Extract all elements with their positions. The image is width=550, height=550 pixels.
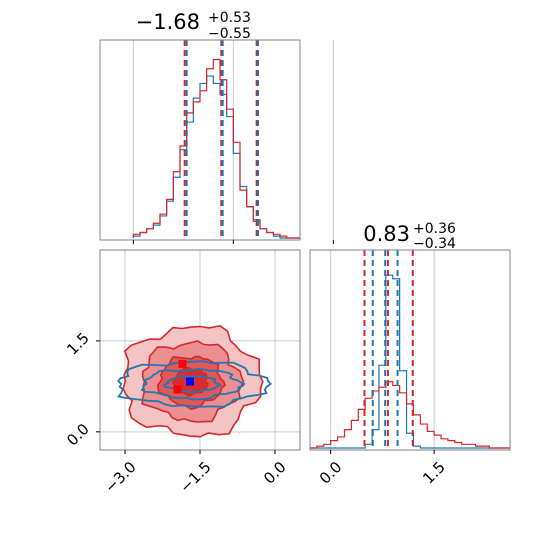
blue-contour-level-2	[162, 375, 223, 394]
bottom-right-histogram-panel: 0.0 1.5	[309, 249, 511, 488]
right-hist-series-0	[310, 274, 510, 449]
bottom-left-contour-panel: −3.0 −1.5 0.0 0.0 1.5	[63, 249, 301, 497]
contour-marker-0	[178, 359, 187, 368]
top-left-histogram-panel	[99, 39, 334, 244]
title-top-left-sup: +0.53	[208, 10, 251, 26]
right-hist-series-1	[310, 381, 510, 449]
contour-xtick-label-1: −1.5	[176, 458, 214, 496]
right-hist-tick-label-0: 0.0	[316, 458, 346, 488]
title-top-left-sub: −0.55	[208, 26, 251, 42]
title-bottom-right-sup: +0.36	[413, 221, 456, 237]
contour-xtick-label-2: 0.0	[260, 458, 290, 488]
blue-contour-level-0	[117, 360, 273, 408]
title-top-left: −1.68	[136, 10, 200, 34]
contour-marker-2	[186, 377, 194, 386]
contour-marker-1	[173, 385, 182, 394]
blue-contour-level-1	[140, 367, 246, 401]
top-hist-frame	[99, 39, 301, 241]
right-hist-tick-label-1: 1.5	[419, 458, 449, 488]
right-hist-frame	[309, 249, 511, 451]
top-hist-series-0	[132, 75, 300, 239]
contour-ytick-label-0: 0.0	[63, 420, 93, 450]
title-bottom-right-sub: −0.34	[413, 236, 456, 252]
contour-ytick-label-1: 1.5	[63, 329, 93, 359]
contour-sample-dot	[238, 432, 241, 434]
title-bottom-right: 0.83	[363, 222, 410, 246]
top-hist-series-1	[132, 58, 300, 239]
contour-xtick-label-0: −3.0	[101, 458, 139, 496]
